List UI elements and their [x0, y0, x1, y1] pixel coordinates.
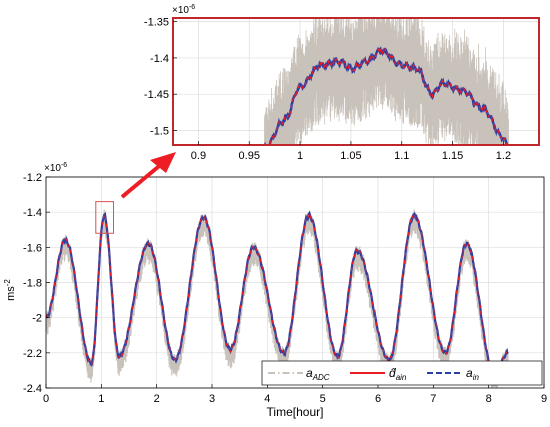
main-x-tick-label: 4: [264, 393, 270, 405]
main-x-tick-label: 1: [98, 393, 104, 405]
inset-y-tick-label: -1.35: [144, 17, 169, 29]
main-x-tick-label: 2: [154, 393, 160, 405]
zoom-arrow-head: [150, 152, 176, 173]
main-series-group: [46, 209, 509, 388]
zoom-highlight-box: [95, 201, 115, 234]
main-y-tick-label: -2: [32, 313, 42, 325]
inset-y-ticks: -1.35 -1.4 -1.45 -1.5: [144, 17, 177, 137]
legend-label-ain: d̂ain: [389, 366, 407, 382]
main-chart: 0 1 2 3 4 5 6 7 8 9 -1.2 -1.4 -1.6 -1.8 -2 -2.2 -2.4 ×1…: [3, 162, 547, 419]
legend-box: [261, 360, 543, 386]
inset-x-tick-label: 1.2: [496, 150, 511, 162]
main-x-axis-label: Time[hour]: [267, 405, 324, 419]
inset-series-ain-line: [264, 47, 508, 145]
main-y-tick-label: -2.2: [23, 348, 42, 360]
inset-x-tick-label: 1.05: [340, 150, 361, 162]
main-x-tick-label: 5: [320, 393, 326, 405]
main-x-tick-label: 0: [43, 393, 49, 405]
inset-y-tick-label: -1.5: [150, 125, 169, 137]
main-y-tick-label: -2.4: [23, 383, 42, 395]
main-y-axis-label: ms-2: [3, 279, 17, 301]
inset-x-ticks: 0.9 0.95 1 1.05 1.1 1.15 1.2: [191, 141, 511, 162]
main-y-tick-label: -1.6: [23, 242, 42, 254]
zoom-arrow: [120, 152, 176, 199]
main-y-tick-label: -1.8: [23, 278, 42, 290]
inset-x-tick-label: 1.1: [394, 150, 409, 162]
main-x-tick-label: 7: [430, 393, 436, 405]
inset-y-tick-label: -1.4: [150, 53, 169, 65]
main-x-tick-label: 9: [541, 393, 547, 405]
legend-label-in: ain: [466, 366, 479, 382]
inset-y-tick-label: -1.45: [144, 89, 169, 101]
inset-x-tick-label: 0.9: [191, 150, 206, 162]
legend: aADC d̂ain ain: [261, 360, 543, 386]
legend-item-adc: aADC: [268, 366, 330, 382]
zoom-arrow-shaft: [120, 160, 166, 199]
main-x-tick-label: 8: [486, 393, 492, 405]
main-y-ticks: -1.2 -1.4 -1.6 -1.8 -2 -2.2 -2.4: [23, 172, 50, 395]
inset-x-tick-label: 1: [297, 150, 303, 162]
legend-item-ain: d̂ain: [350, 366, 407, 382]
inset-series-group: [263, 18, 509, 145]
main-x-tick-label: 6: [375, 393, 381, 405]
main-y-tick-label: -1.4: [23, 207, 42, 219]
inset-y-exponent: ×10-6: [172, 4, 195, 16]
inset-frame: [172, 17, 540, 146]
series-ain-line: [46, 211, 509, 377]
main-y-exponent: ×10-6: [44, 162, 67, 174]
inset-chart: 0.9 0.95 1 1.05 1.1 1.15 1.2 -1.35-1.4-1.45-1.…: [144, 4, 540, 162]
main-x-tick-label: 3: [209, 393, 215, 405]
inset-x-tick-label: 1.15: [442, 150, 463, 162]
legend-item-in: ain: [427, 366, 479, 382]
legend-label-adc: aADC: [306, 366, 330, 382]
main-y-tick-label: -1.2: [23, 172, 42, 184]
main-x-ticks: 0 1 2 3 4 5 6 7 8 9: [43, 384, 547, 405]
inset-x-tick-label: 0.95: [239, 150, 260, 162]
